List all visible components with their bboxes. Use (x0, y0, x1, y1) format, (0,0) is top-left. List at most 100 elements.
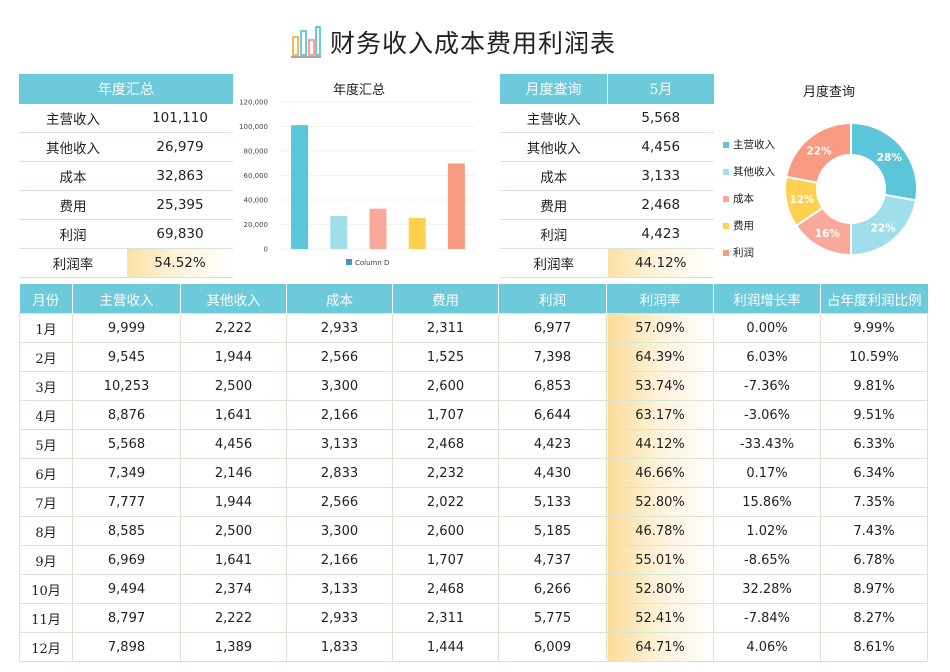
y-tick-label: 0 (264, 246, 268, 254)
cell-other-revenue: 2,222 (180, 313, 287, 343)
summary-label: 其他收入 (19, 132, 127, 162)
cell-month: 8月 (19, 516, 73, 546)
query-label: 利润率 (500, 248, 608, 278)
table-row: 4月 8,876 1,641 2,166 1,707 6,644 63.17% -3.06% 9… (19, 400, 928, 430)
cell-month: 2月 (19, 342, 73, 372)
cell-profit-rate: 52.41% (606, 603, 714, 633)
cell-annual-profit-share: 6.78% (820, 545, 928, 575)
table-row: 10月 9,494 2,374 3,133 2,468 6,266 52.80% 32.28%… (19, 574, 928, 604)
query-value: 4,456 (607, 132, 714, 162)
cell-other-revenue: 1,641 (180, 400, 287, 430)
cell-profit-growth: -33.43% (713, 429, 821, 459)
cell-profit: 4,423 (498, 429, 607, 459)
table-row: 5月 5,568 4,456 3,133 2,468 4,423 44.12% -33.43%… (19, 429, 928, 459)
summary-row: 利润率 54.52% (19, 248, 233, 278)
donut-legend-label: 费用 (733, 219, 754, 232)
legend-swatch (723, 196, 729, 202)
cell-cost: 2,166 (286, 400, 393, 430)
table-row: 12月 7,898 1,389 1,833 1,444 6,009 64.71% 4.06% 8… (19, 632, 928, 662)
bar-chart-title: 年度汇总 (333, 82, 385, 98)
summary-value: 25,395 (127, 190, 233, 220)
cell-profit: 4,430 (498, 458, 607, 488)
cell-profit-growth: 1.02% (713, 516, 821, 546)
cell-main-revenue: 7,898 (72, 632, 181, 662)
slice-percent-label: 22% (871, 222, 897, 234)
cell-annual-profit-share: 9.99% (820, 313, 928, 343)
cell-other-revenue: 2,500 (180, 371, 287, 401)
cell-profit-rate: 46.66% (606, 458, 714, 488)
donut-legend-label: 主营收入 (733, 138, 775, 151)
query-value: 2,468 (607, 190, 714, 220)
slice-percent-label: 28% (877, 152, 903, 164)
cell-annual-profit-share: 9.51% (820, 400, 928, 430)
cell-expense: 2,232 (392, 458, 499, 488)
cell-other-revenue: 1,389 (180, 632, 287, 662)
page-title: 财务收入成本费用利润表 (290, 20, 616, 64)
column-header-annual-profit-share: 占年度利润比例 (820, 284, 928, 314)
cell-month: 12月 (19, 632, 73, 662)
query-row: 费用 2,468 (500, 190, 714, 220)
cell-main-revenue: 8,585 (72, 516, 181, 546)
cell-main-revenue: 8,876 (72, 400, 181, 430)
cell-profit: 4,737 (498, 545, 607, 575)
column-header-main-revenue: 主营收入 (72, 284, 181, 314)
column-header-expense: 费用 (392, 284, 499, 314)
cell-annual-profit-share: 6.33% (820, 429, 928, 459)
summary-label: 费用 (19, 190, 127, 220)
cell-annual-profit-share: 9.81% (820, 371, 928, 401)
cell-month: 6月 (19, 458, 73, 488)
donut-slice-5 (784, 121, 852, 184)
cell-expense: 2,600 (392, 371, 499, 401)
column-header-cost: 成本 (286, 284, 393, 314)
legend-swatch (723, 223, 729, 229)
annual-summary-table: 年度汇总 主营收入 101,110 其他收入 26,979 成本 32,863 费用 2… (19, 74, 233, 278)
cell-profit-rate: 57.09% (606, 313, 714, 343)
cell-cost: 2,933 (286, 603, 393, 633)
cell-expense: 2,468 (392, 574, 499, 604)
cell-other-revenue: 4,456 (180, 429, 287, 459)
annual-bar-chart: 年度汇总 0 20,000 40,000 60,000 80,000 100,000 120,… (239, 82, 476, 267)
month-selector[interactable]: 5月 (607, 74, 714, 104)
query-label: 成本 (500, 161, 608, 191)
cell-expense: 1,707 (392, 545, 499, 575)
cell-annual-profit-share: 7.43% (820, 516, 928, 546)
query-label: 其他收入 (500, 132, 608, 162)
cell-profit-growth: 0.17% (713, 458, 821, 488)
summary-value: 26,979 (127, 132, 233, 162)
y-tick-label: 20,000 (244, 221, 269, 229)
cell-profit: 6,977 (498, 313, 607, 343)
cell-cost: 3,133 (286, 574, 393, 604)
query-row: 其他收入 4,456 (500, 132, 714, 162)
cell-other-revenue: 2,500 (180, 516, 287, 546)
cell-profit-growth: 6.03% (713, 342, 821, 372)
cell-profit-rate: 64.71% (606, 632, 714, 662)
cell-annual-profit-share: 6.34% (820, 458, 928, 488)
cell-profit-rate: 52.80% (606, 574, 714, 604)
cell-profit-growth: 0.00% (713, 313, 821, 343)
cell-main-revenue: 5,568 (72, 429, 181, 459)
slice-percent-label: 12% (789, 194, 815, 206)
query-value: 3,133 (607, 161, 714, 191)
summary-label: 主营收入 (19, 104, 127, 133)
cell-main-revenue: 9,494 (72, 574, 181, 604)
cell-profit-growth: -7.84% (713, 603, 821, 633)
y-tick-label: 40,000 (244, 197, 269, 205)
query-label: 利润 (500, 219, 608, 249)
y-tick-label: 120,000 (239, 99, 268, 107)
cell-profit-rate: 55.01% (606, 545, 714, 575)
legend-swatch (723, 250, 729, 256)
summary-value: 101,110 (127, 104, 233, 133)
cell-annual-profit-share: 10.59% (820, 342, 928, 372)
cell-profit: 5,185 (498, 516, 607, 546)
legend-swatch (346, 259, 352, 265)
cell-other-revenue: 2,374 (180, 574, 287, 604)
query-row: 主营收入 5,568 (500, 104, 714, 133)
cell-other-revenue: 1,944 (180, 487, 287, 517)
table-row: 6月 7,349 2,146 2,833 2,232 4,430 46.66% 0.17% 6.… (19, 458, 928, 488)
bar-2 (330, 215, 348, 249)
cell-profit: 6,853 (498, 371, 607, 401)
cell-profit-rate: 53.74% (606, 371, 714, 401)
cell-expense: 2,468 (392, 429, 499, 459)
table-row: 1月 9,999 2,222 2,933 2,311 6,977 57.09% 0.00% 9.… (19, 313, 928, 343)
cell-profit-growth: -8.65% (713, 545, 821, 575)
